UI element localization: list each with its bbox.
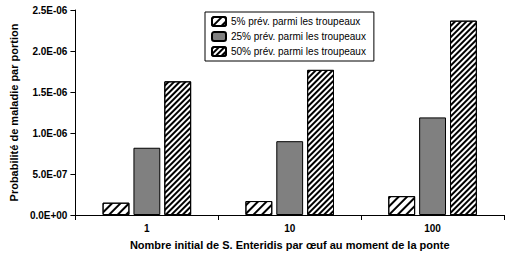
svg-text:1: 1 (144, 223, 150, 234)
svg-text:10: 10 (284, 223, 296, 234)
svg-text:1.5E-06: 1.5E-06 (32, 87, 67, 98)
svg-text:5% prév. parmi les troupeaux: 5% prév. parmi les troupeaux (231, 16, 360, 27)
svg-text:50% prév. parmi les troupeaux: 50% prév. parmi les troupeaux (231, 46, 366, 57)
svg-text:0.0E+00: 0.0E+00 (30, 210, 68, 221)
svg-text:5.0E-07: 5.0E-07 (32, 169, 67, 180)
svg-text:25% prév. parmi les troupeaux: 25% prév. parmi les troupeaux (231, 31, 366, 42)
svg-text:100: 100 (424, 223, 441, 234)
svg-text:1.0E-06: 1.0E-06 (32, 128, 67, 139)
svg-text:Nombre initial de S. Enteridis: Nombre initial de S. Enteridis par œuf a… (130, 239, 450, 251)
svg-text:2.0E-06: 2.0E-06 (32, 46, 67, 57)
svg-text:2.5E-06: 2.5E-06 (32, 5, 67, 16)
svg-text:Probabilité de maladie par por: Probabilité de maladie par portion (8, 23, 20, 201)
